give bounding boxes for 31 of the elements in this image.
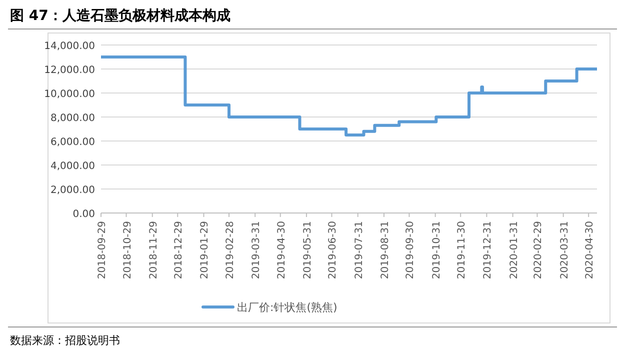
x-tick-label: 2019-07-31 [354,221,365,280]
x-tick-label: 2019-10-31 [431,221,442,280]
x-tick-label: 2019-01-29 [200,221,211,280]
source-note: 数据来源：招股说明书 [10,334,120,347]
x-tick-label: 2019-11-30 [456,221,468,280]
y-tick-label: 0.00 [72,209,95,220]
x-tick-label: 2019-02-28 [225,221,236,280]
x-tick-label: 2018-11-29 [148,221,160,280]
x-tick-label: 2020-02-29 [533,221,544,280]
x-tick-label: 2019-03-31 [251,221,262,280]
x-tick-label: 2019-08-31 [380,221,391,280]
x-tick-label: 2018-12-29 [174,221,185,280]
x-tick-label: 2019-12-31 [482,221,494,280]
chart-title: 图 47：人造石墨负极材料成本构成 [10,8,230,24]
x-tick-label: 2018-10-29 [122,221,134,280]
y-tick-label: 8,000.00 [50,113,95,124]
x-tick-label: 2020-04-30 [584,221,596,280]
x-tick-label: 2019-06-30 [328,221,339,280]
x-tick-label: 2018-09-29 [97,221,108,280]
x-tick-label: 2020-01-31 [508,221,520,280]
x-tick-label: 2019-04-30 [276,221,288,280]
x-tick-label: 2019-05-31 [302,221,314,280]
x-tick-label: 2019-09-30 [405,221,416,280]
y-tick-label: 10,000.00 [44,89,95,100]
y-tick-label: 14,000.00 [44,41,95,52]
legend-label: 出厂价:针状焦(熟焦) [237,301,338,314]
y-tick-label: 2,000.00 [50,185,95,196]
y-tick-label: 6,000.00 [50,137,95,148]
y-tick-label: 12,000.00 [44,65,95,76]
x-tick-label: 2020-03-31 [559,221,570,280]
y-tick-label: 4,000.00 [50,161,95,172]
